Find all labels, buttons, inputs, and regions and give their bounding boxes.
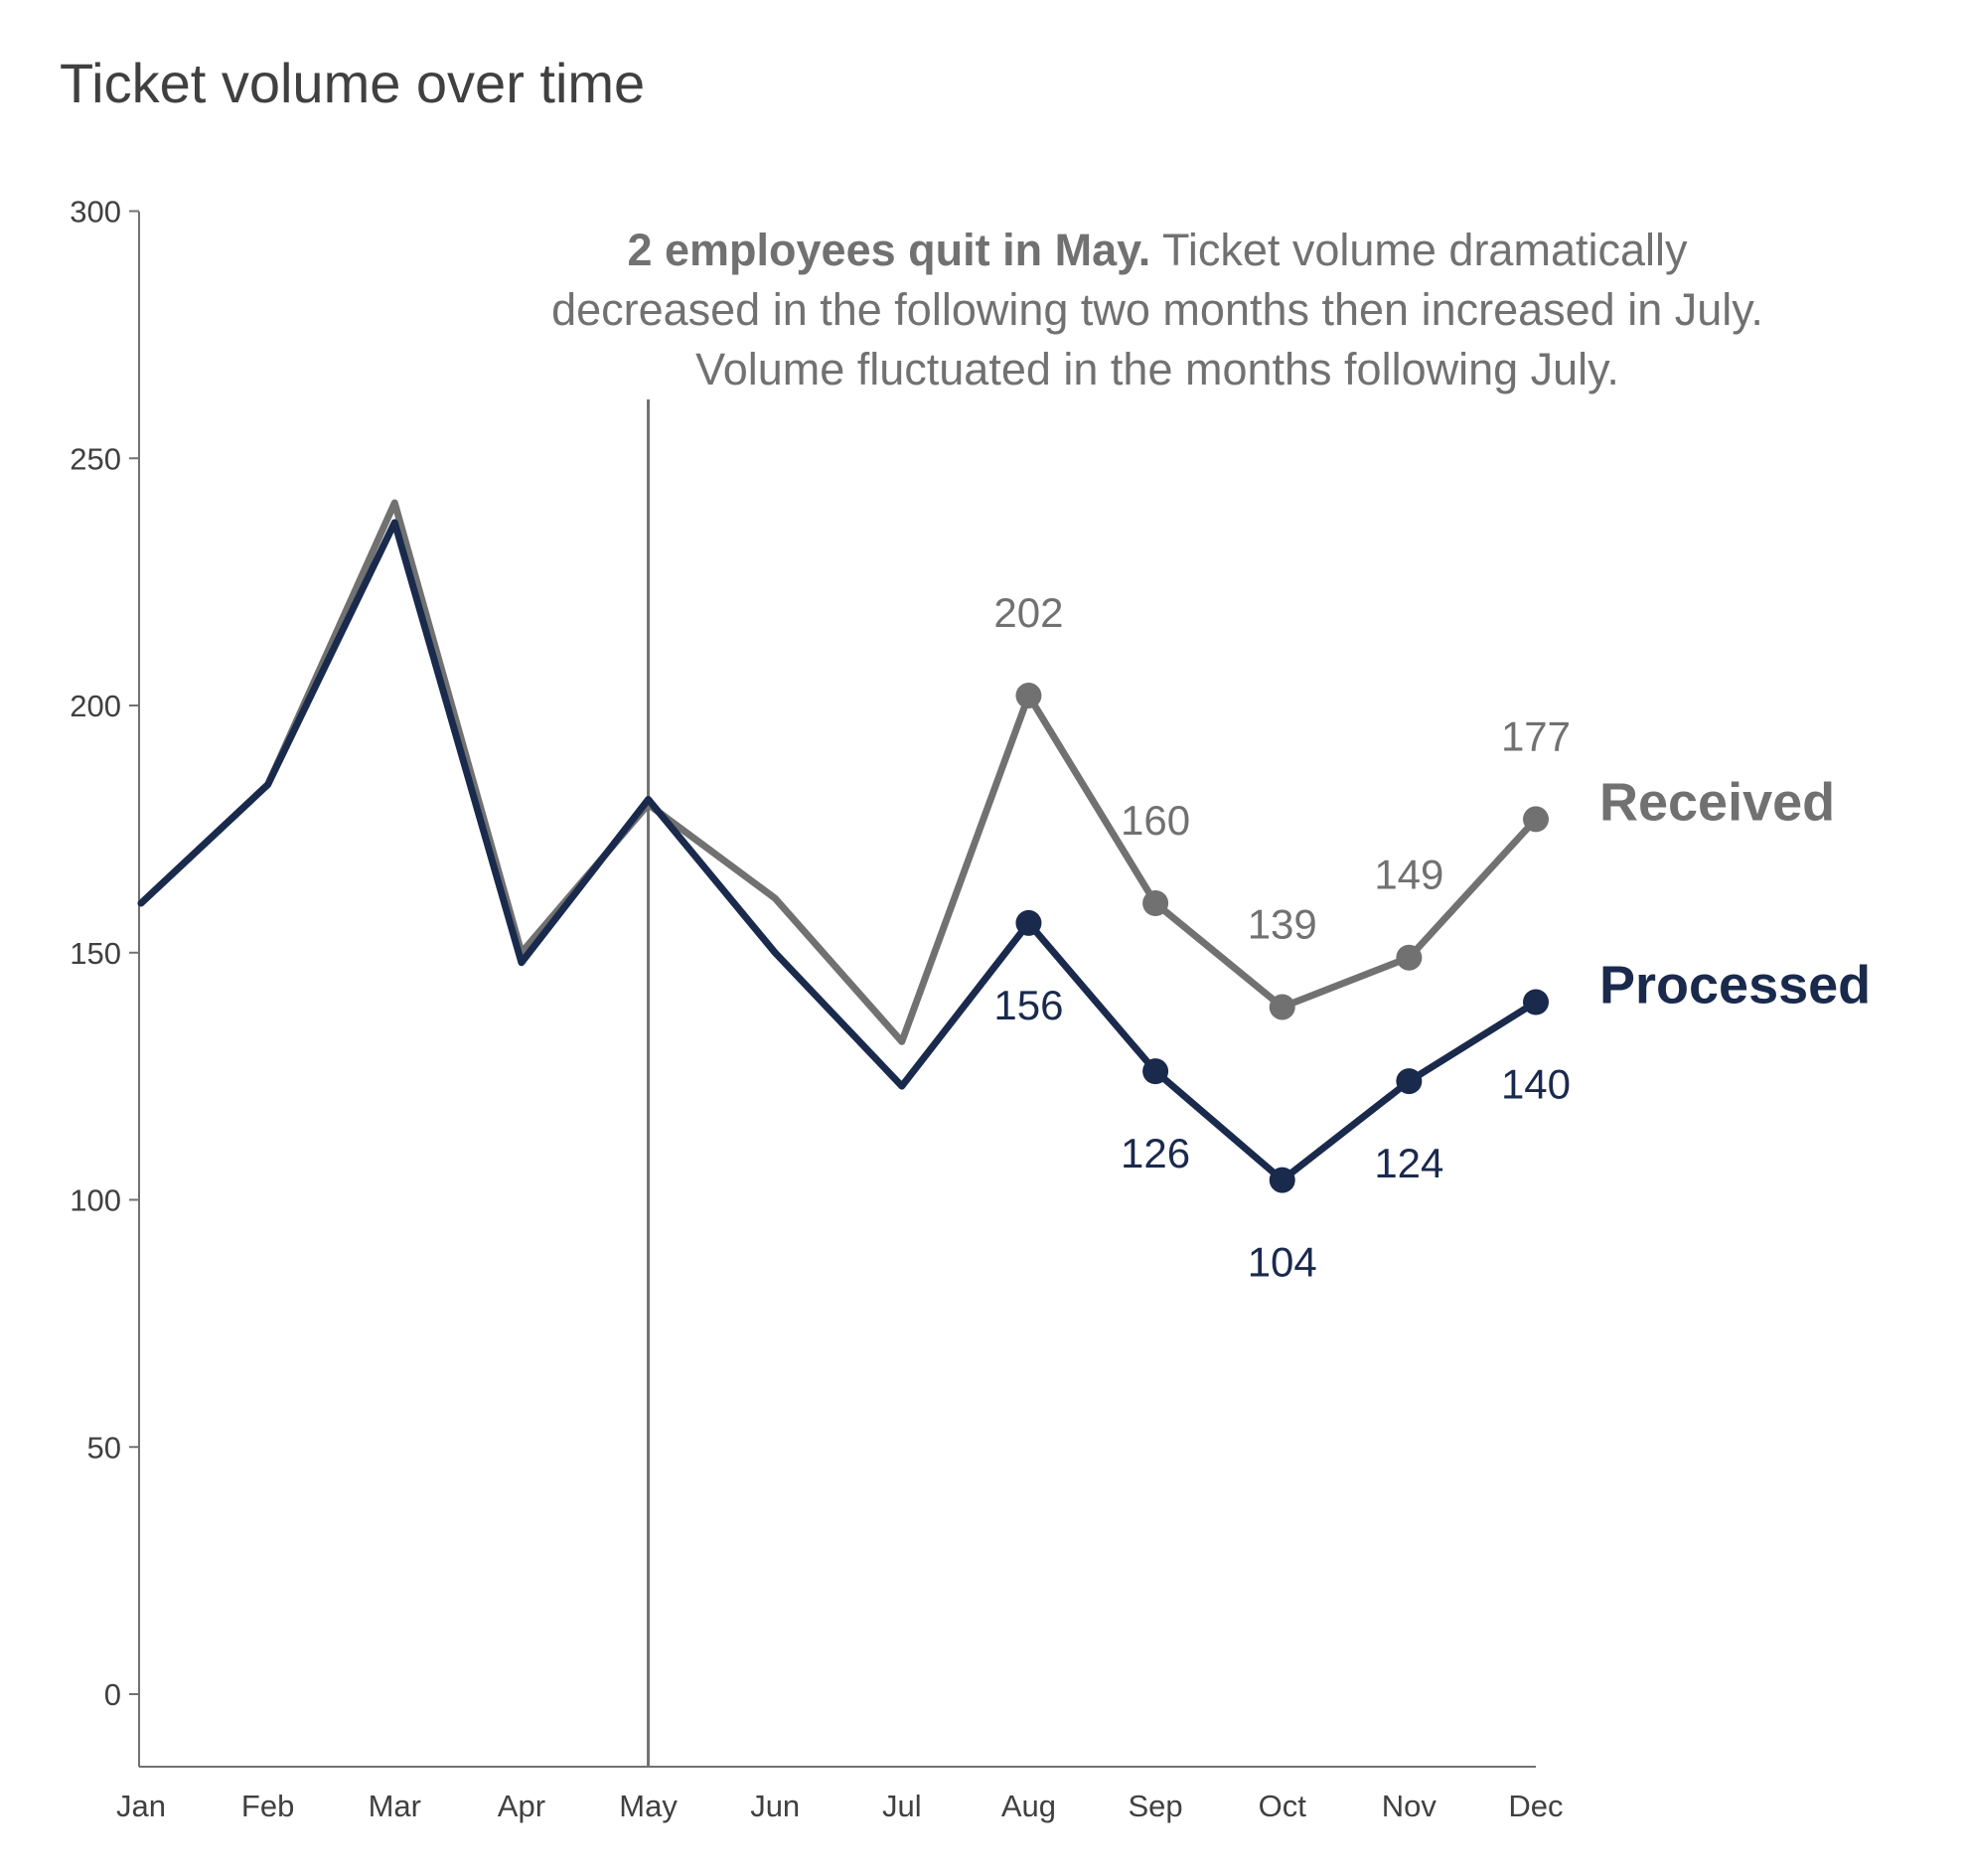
annotation-bold: 2 employees quit in May. xyxy=(627,225,1150,275)
x-tick-label: Aug xyxy=(1001,1789,1056,1823)
data-label-received: 139 xyxy=(1248,900,1317,947)
x-tick-label: Sep xyxy=(1129,1789,1183,1823)
annotation-line-3: Volume fluctuated in the months followin… xyxy=(695,344,1619,394)
series-line-received xyxy=(137,499,1540,1045)
x-tick-label: May xyxy=(619,1789,678,1823)
data-point-received xyxy=(1142,890,1169,916)
series-label-received: Received xyxy=(1599,772,1835,832)
data-point-processed xyxy=(1142,1058,1169,1085)
x-tick-label: Oct xyxy=(1259,1789,1307,1823)
data-label-processed: 124 xyxy=(1374,1140,1443,1186)
data-label-processed: 104 xyxy=(1248,1239,1317,1286)
data-label-processed: 140 xyxy=(1501,1061,1571,1108)
axes: 0 50 100 150 200 250 300 Jan Feb Mar Apr May Jun Jul A… xyxy=(70,195,1563,1824)
data-point-processed xyxy=(1523,989,1549,1016)
annotation-line-2: decreased in the following two months th… xyxy=(551,284,1763,335)
x-tick-label: Feb xyxy=(241,1789,294,1823)
annotation-line-1-rest: Ticket volume dramatically xyxy=(1150,225,1688,275)
y-tick-label: 50 xyxy=(87,1430,121,1465)
data-label-received: 202 xyxy=(993,589,1063,636)
annotation-line-1: 2 employees quit in May. Ticket volume d… xyxy=(627,225,1688,275)
x-tick-label: Jun xyxy=(750,1789,800,1823)
x-tick-label: Dec xyxy=(1508,1789,1563,1823)
y-tick-label: 250 xyxy=(70,441,121,476)
x-tick-label: Mar xyxy=(369,1789,421,1823)
data-label-received: 160 xyxy=(1121,797,1190,844)
y-tick-label: 300 xyxy=(70,195,121,230)
data-label-received: 149 xyxy=(1374,852,1443,898)
x-tick-label: Jul xyxy=(882,1789,922,1823)
y-tick-label: 200 xyxy=(70,689,121,723)
data-point-received xyxy=(1015,683,1042,709)
x-tick-label: Apr xyxy=(498,1789,545,1823)
data-point-processed xyxy=(1269,1167,1295,1193)
data-point-received xyxy=(1523,806,1549,833)
y-tick-label: 0 xyxy=(104,1677,121,1712)
series-label-processed: Processed xyxy=(1599,956,1871,1016)
chart-title: Ticket volume over time xyxy=(60,52,645,114)
data-point-received xyxy=(1396,944,1423,971)
y-tick-label: 100 xyxy=(70,1183,121,1218)
data-point-processed xyxy=(1015,909,1042,936)
x-tick-label: Jan xyxy=(116,1789,166,1823)
series-line-processed xyxy=(137,519,1540,1184)
y-tick-label: 150 xyxy=(70,936,121,971)
data-point-received xyxy=(1269,994,1295,1020)
series-group xyxy=(137,499,1549,1193)
data-label-processed: 126 xyxy=(1121,1130,1190,1176)
data-label-processed: 156 xyxy=(993,982,1063,1028)
labels-group: 202 160 139 149 177 Received 156 126 104 124 140 Pr… xyxy=(993,589,1871,1286)
data-point-processed xyxy=(1396,1068,1423,1095)
data-label-received: 177 xyxy=(1501,712,1571,759)
x-tick-label: Nov xyxy=(1382,1789,1437,1823)
